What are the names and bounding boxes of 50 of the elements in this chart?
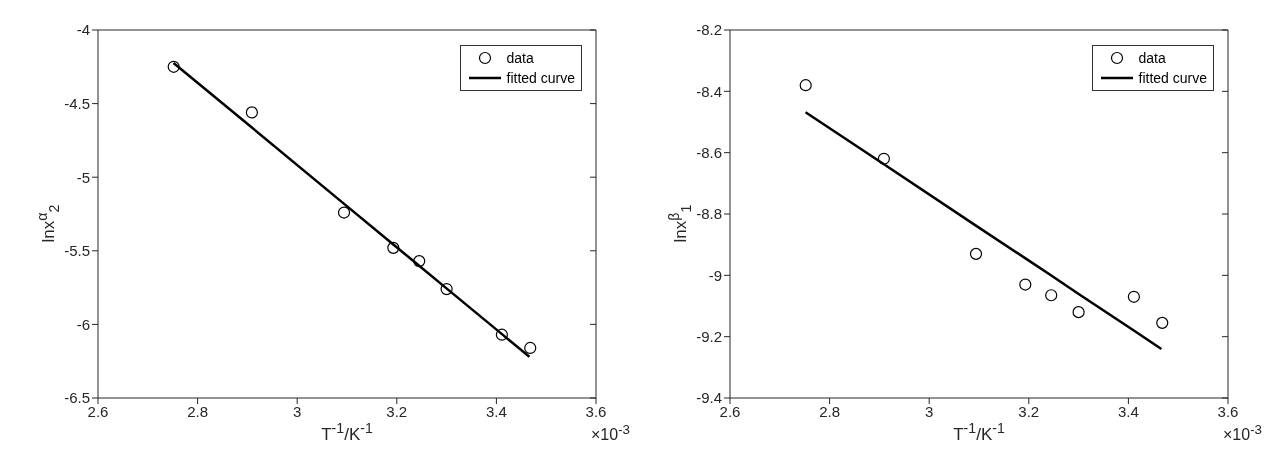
point	[799, 79, 812, 92]
x-tick-label: 2.6	[87, 402, 109, 420]
point	[413, 255, 426, 268]
point	[167, 60, 180, 73]
x-axis-title: T$^{-1}$/K$^{-1}$	[953, 420, 1005, 444]
point	[1156, 316, 1169, 329]
y-tick-label: -6	[76, 315, 90, 333]
y-tick-label: -9.4	[696, 389, 722, 407]
point	[495, 328, 508, 341]
point	[440, 282, 453, 296]
point	[1019, 278, 1032, 291]
y-tick-label: -8.8	[696, 205, 722, 223]
text: ×10$^{-3}$	[591, 422, 630, 445]
y-tick-label: -9	[708, 266, 722, 284]
legend-label: data	[506, 49, 534, 68]
point	[1127, 290, 1140, 303]
x-tick-label: 3.2	[1018, 402, 1040, 420]
x-tick-label: 3.4	[485, 402, 507, 420]
y-tick-label: -5	[76, 168, 90, 186]
x-tick-label: 3.6	[1217, 402, 1239, 420]
y-tick-label: -4	[76, 21, 90, 39]
point	[337, 206, 351, 219]
line-series	[804, 110, 1163, 351]
x-tick-label: 3.4	[1117, 402, 1139, 420]
legend-label: fitted curve	[506, 69, 575, 88]
x-tick-label: 3.2	[386, 402, 408, 420]
x-tick-label: 3	[293, 402, 302, 420]
x-tick-label: 2.8	[187, 402, 209, 420]
x-axis-title: T$^{-1}$/K$^{-1}$	[321, 420, 373, 444]
y-tick-label: -8.2	[696, 21, 722, 39]
x-tick-label: 2.8	[819, 402, 841, 420]
y-tick-label: -6.5	[64, 389, 90, 407]
text: ×10$^{-3}$	[1223, 422, 1262, 445]
y-tick-label: -4.5	[64, 94, 90, 112]
y-tick-label: -8.4	[696, 82, 722, 100]
point	[1045, 289, 1058, 302]
y-tick-label: -5.5	[64, 242, 90, 260]
point	[245, 106, 258, 119]
x-tick-label: 3.6	[585, 402, 607, 420]
point	[1072, 306, 1085, 319]
x-tick-label: 3	[925, 402, 934, 420]
point	[877, 152, 890, 165]
legend-label: fitted curve	[1138, 69, 1207, 88]
point	[387, 241, 400, 254]
point	[969, 247, 983, 260]
point	[524, 341, 537, 355]
y-tick-label: -9.2	[696, 327, 722, 345]
x-tick-label: 2.6	[719, 402, 741, 420]
y-tick-label: -8.6	[696, 143, 722, 161]
legend-label: data	[1138, 49, 1166, 68]
